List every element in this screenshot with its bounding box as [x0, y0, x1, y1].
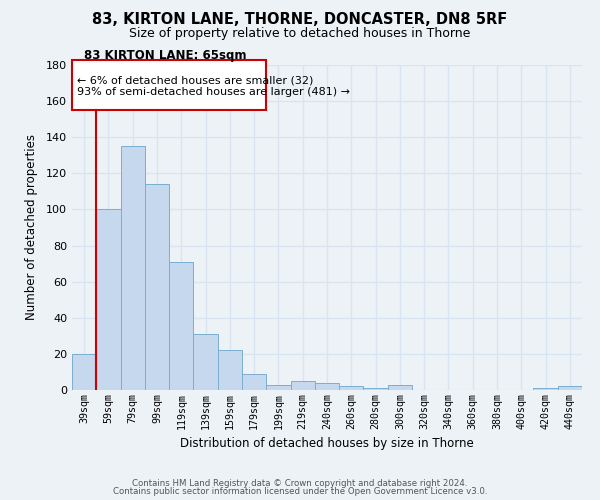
Text: 93% of semi-detached houses are larger (481) →: 93% of semi-detached houses are larger (… — [77, 86, 350, 97]
Text: ← 6% of detached houses are smaller (32): ← 6% of detached houses are smaller (32) — [77, 76, 313, 86]
Bar — [266, 384, 290, 390]
Bar — [364, 388, 388, 390]
Bar — [121, 146, 145, 390]
Bar — [315, 383, 339, 390]
Y-axis label: Number of detached properties: Number of detached properties — [25, 134, 38, 320]
Bar — [533, 388, 558, 390]
X-axis label: Distribution of detached houses by size in Thorne: Distribution of detached houses by size … — [180, 437, 474, 450]
Bar — [72, 60, 266, 110]
Text: Contains HM Land Registry data © Crown copyright and database right 2024.: Contains HM Land Registry data © Crown c… — [132, 478, 468, 488]
Bar — [290, 381, 315, 390]
Bar — [218, 350, 242, 390]
Bar — [193, 334, 218, 390]
Text: Size of property relative to detached houses in Thorne: Size of property relative to detached ho… — [130, 28, 470, 40]
Bar — [96, 210, 121, 390]
Bar — [145, 184, 169, 390]
Bar — [169, 262, 193, 390]
Bar — [242, 374, 266, 390]
Bar — [558, 386, 582, 390]
Bar — [339, 386, 364, 390]
Text: 83, KIRTON LANE, THORNE, DONCASTER, DN8 5RF: 83, KIRTON LANE, THORNE, DONCASTER, DN8 … — [92, 12, 508, 28]
Bar — [72, 354, 96, 390]
Text: Contains public sector information licensed under the Open Government Licence v3: Contains public sector information licen… — [113, 487, 487, 496]
Text: 83 KIRTON LANE: 65sqm: 83 KIRTON LANE: 65sqm — [84, 50, 247, 62]
Bar — [388, 384, 412, 390]
